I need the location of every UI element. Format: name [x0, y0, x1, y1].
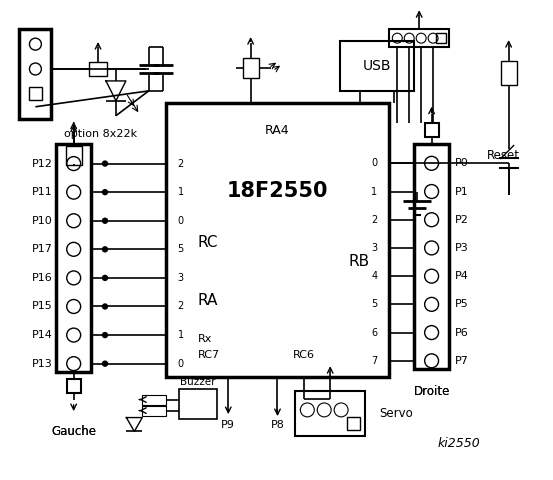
Text: Gauche: Gauche — [51, 425, 96, 438]
Text: Buzzer: Buzzer — [180, 377, 216, 387]
Circle shape — [102, 333, 107, 337]
Text: 4: 4 — [371, 271, 377, 281]
Text: P17: P17 — [32, 244, 53, 254]
Text: ki2550: ki2550 — [437, 437, 481, 450]
Bar — [19, 29, 51, 119]
Text: Servo: Servo — [379, 407, 413, 420]
Bar — [29, 87, 42, 100]
Text: RC6: RC6 — [293, 350, 315, 360]
Bar — [500, 61, 517, 85]
Circle shape — [102, 276, 107, 280]
Text: P10: P10 — [32, 216, 53, 226]
Text: P4: P4 — [455, 271, 469, 281]
Bar — [425, 123, 439, 137]
Bar — [67, 379, 81, 393]
Bar — [414, 144, 449, 369]
Text: 7: 7 — [371, 356, 377, 366]
Text: 2: 2 — [371, 215, 377, 225]
Text: Droite: Droite — [414, 384, 450, 397]
Circle shape — [102, 218, 107, 223]
Circle shape — [102, 361, 107, 366]
Text: 1: 1 — [178, 187, 184, 197]
Bar — [66, 145, 82, 166]
Bar — [436, 33, 446, 43]
Text: 0: 0 — [178, 359, 184, 369]
Text: RC7: RC7 — [197, 350, 220, 360]
Text: Reset: Reset — [487, 149, 520, 162]
Text: option 8x22k: option 8x22k — [65, 129, 138, 139]
Text: Rx: Rx — [197, 335, 212, 345]
Text: P5: P5 — [455, 300, 469, 310]
Text: P6: P6 — [455, 327, 469, 337]
Text: P9: P9 — [221, 420, 235, 430]
Text: 0: 0 — [178, 216, 184, 226]
Text: USB: USB — [363, 59, 391, 73]
Text: P14: P14 — [32, 330, 53, 340]
Bar — [389, 29, 449, 47]
Text: 5: 5 — [178, 244, 184, 254]
Bar — [89, 62, 107, 76]
Text: P8: P8 — [270, 420, 284, 430]
Text: RC: RC — [197, 235, 218, 250]
Text: 6: 6 — [371, 327, 377, 337]
Bar — [142, 406, 166, 416]
Bar — [166, 103, 389, 377]
Text: P3: P3 — [455, 243, 469, 253]
Bar — [340, 41, 414, 91]
Text: 5: 5 — [371, 300, 377, 310]
Text: RB: RB — [349, 254, 370, 269]
Text: Droite: Droite — [414, 384, 450, 397]
Text: P12: P12 — [32, 158, 53, 168]
Text: 3: 3 — [178, 273, 184, 283]
Text: P7: P7 — [455, 356, 469, 366]
Text: 1: 1 — [371, 187, 377, 196]
Text: P2: P2 — [455, 215, 469, 225]
Circle shape — [102, 190, 107, 194]
Text: P16: P16 — [32, 273, 53, 283]
Circle shape — [102, 304, 107, 309]
Text: 2: 2 — [178, 158, 184, 168]
Text: 0: 0 — [371, 158, 377, 168]
Text: P0: P0 — [455, 158, 469, 168]
Bar — [243, 58, 259, 78]
Bar — [56, 144, 91, 372]
Text: RA: RA — [197, 293, 217, 308]
Text: 3: 3 — [371, 243, 377, 253]
Bar — [142, 395, 166, 405]
Text: RA4: RA4 — [265, 124, 290, 137]
Text: Gauche: Gauche — [51, 425, 96, 438]
Bar — [295, 391, 365, 436]
Text: P1: P1 — [455, 187, 469, 196]
Text: 18F2550: 18F2550 — [227, 180, 328, 201]
Text: P15: P15 — [32, 301, 53, 312]
Circle shape — [102, 161, 107, 166]
Text: P13: P13 — [32, 359, 53, 369]
Text: 1: 1 — [178, 330, 184, 340]
Text: P11: P11 — [32, 187, 53, 197]
Bar — [179, 389, 217, 419]
Bar — [347, 417, 359, 430]
Text: 2: 2 — [178, 301, 184, 312]
Circle shape — [102, 247, 107, 252]
